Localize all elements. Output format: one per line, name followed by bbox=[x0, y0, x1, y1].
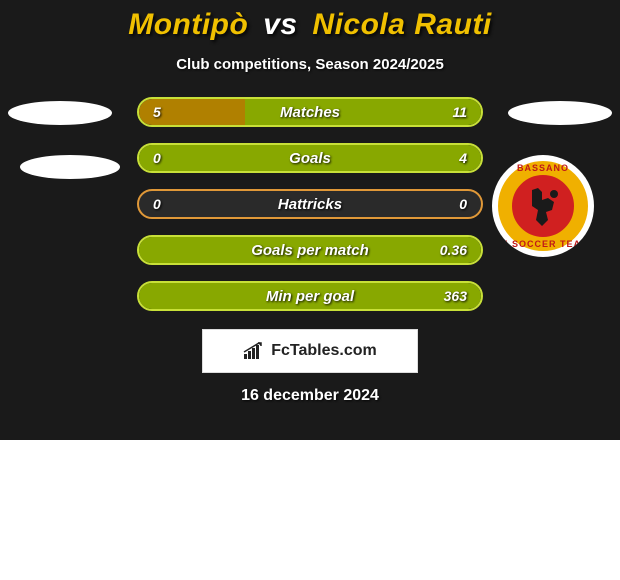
stat-bar: Goals per match0.36 bbox=[137, 235, 483, 265]
stat-value-right: 0 bbox=[459, 196, 467, 212]
stat-label: Min per goal bbox=[139, 288, 481, 305]
chart-icon bbox=[243, 342, 265, 360]
player2-name: Nicola Rauti bbox=[312, 8, 491, 41]
player1-name: Montipò bbox=[128, 8, 248, 41]
stat-bar: 0Hattricks0 bbox=[137, 189, 483, 219]
stat-value-right: 11 bbox=[452, 104, 467, 120]
player2-avatar: BASSANO 55 SOCCER TEAM bbox=[508, 97, 612, 201]
stat-label: Matches bbox=[139, 104, 481, 121]
stat-value-right: 363 bbox=[444, 288, 467, 304]
brand-text: FcTables.com bbox=[271, 342, 377, 360]
stat-label: Goals per match bbox=[139, 242, 481, 259]
page-title: Montipò vs Nicola Rauti bbox=[0, 8, 620, 42]
avatar-placeholder-shape bbox=[8, 101, 112, 125]
badge-silhouette-icon bbox=[524, 184, 562, 228]
club-badge: BASSANO 55 SOCCER TEAM bbox=[492, 155, 594, 257]
stat-label: Goals bbox=[139, 150, 481, 167]
stat-label: Hattricks bbox=[139, 196, 481, 213]
subtitle: Club competitions, Season 2024/2025 bbox=[0, 56, 620, 73]
avatar-placeholder-shape bbox=[20, 155, 120, 179]
brand-box[interactable]: FcTables.com bbox=[202, 329, 418, 373]
stat-value-right: 4 bbox=[459, 150, 467, 166]
stat-bars: 5Matches110Goals40Hattricks0Goals per ma… bbox=[137, 97, 483, 311]
stat-value-right: 0.36 bbox=[440, 242, 467, 258]
stats-region: 5Matches110Goals40Hattricks0Goals per ma… bbox=[0, 97, 620, 311]
avatar-placeholder-shape bbox=[508, 101, 612, 125]
player1-avatar bbox=[8, 97, 112, 201]
date-text: 16 december 2024 bbox=[0, 387, 620, 405]
badge-text-bottom: 55 SOCCER TEAM bbox=[492, 239, 594, 249]
comparison-panel: Montipò vs Nicola Rauti Club competition… bbox=[0, 0, 620, 440]
stat-bar: 0Goals4 bbox=[137, 143, 483, 173]
badge-text-top: BASSANO bbox=[492, 163, 594, 173]
vs-text: vs bbox=[263, 8, 297, 41]
stat-bar: 5Matches11 bbox=[137, 97, 483, 127]
stat-bar: Min per goal363 bbox=[137, 281, 483, 311]
